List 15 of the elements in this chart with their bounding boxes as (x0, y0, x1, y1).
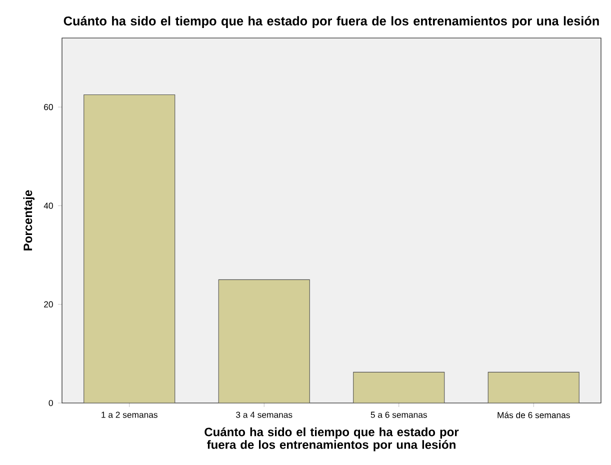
bar (84, 94, 176, 403)
bar (488, 372, 580, 403)
bar (353, 372, 445, 403)
y-axis-title: Porcentaje (23, 190, 34, 250)
x-tick-label: Más de 6 semanas (498, 412, 570, 418)
x-tick-label: 5 a 6 semanas (370, 412, 427, 418)
y-tick-label: 40 (44, 202, 53, 209)
chart-title: Cuánto ha sido el tiempo que ha estado por fuera de los entrenamientos por una lesión (64, 16, 599, 28)
x-tick-label: 3 a 4 semanas (236, 412, 292, 418)
y-tick-label: 20 (44, 301, 53, 308)
x-axis-title: Cuánto ha sido el tiempo que ha estado por fuera de los entrenamientos por una lesión (204, 427, 459, 452)
bar (218, 279, 310, 403)
y-tick-label: 60 (44, 104, 53, 110)
x-tick-label: 1 a 2 semanas (102, 412, 158, 418)
y-tick-label: 0 (48, 400, 53, 406)
